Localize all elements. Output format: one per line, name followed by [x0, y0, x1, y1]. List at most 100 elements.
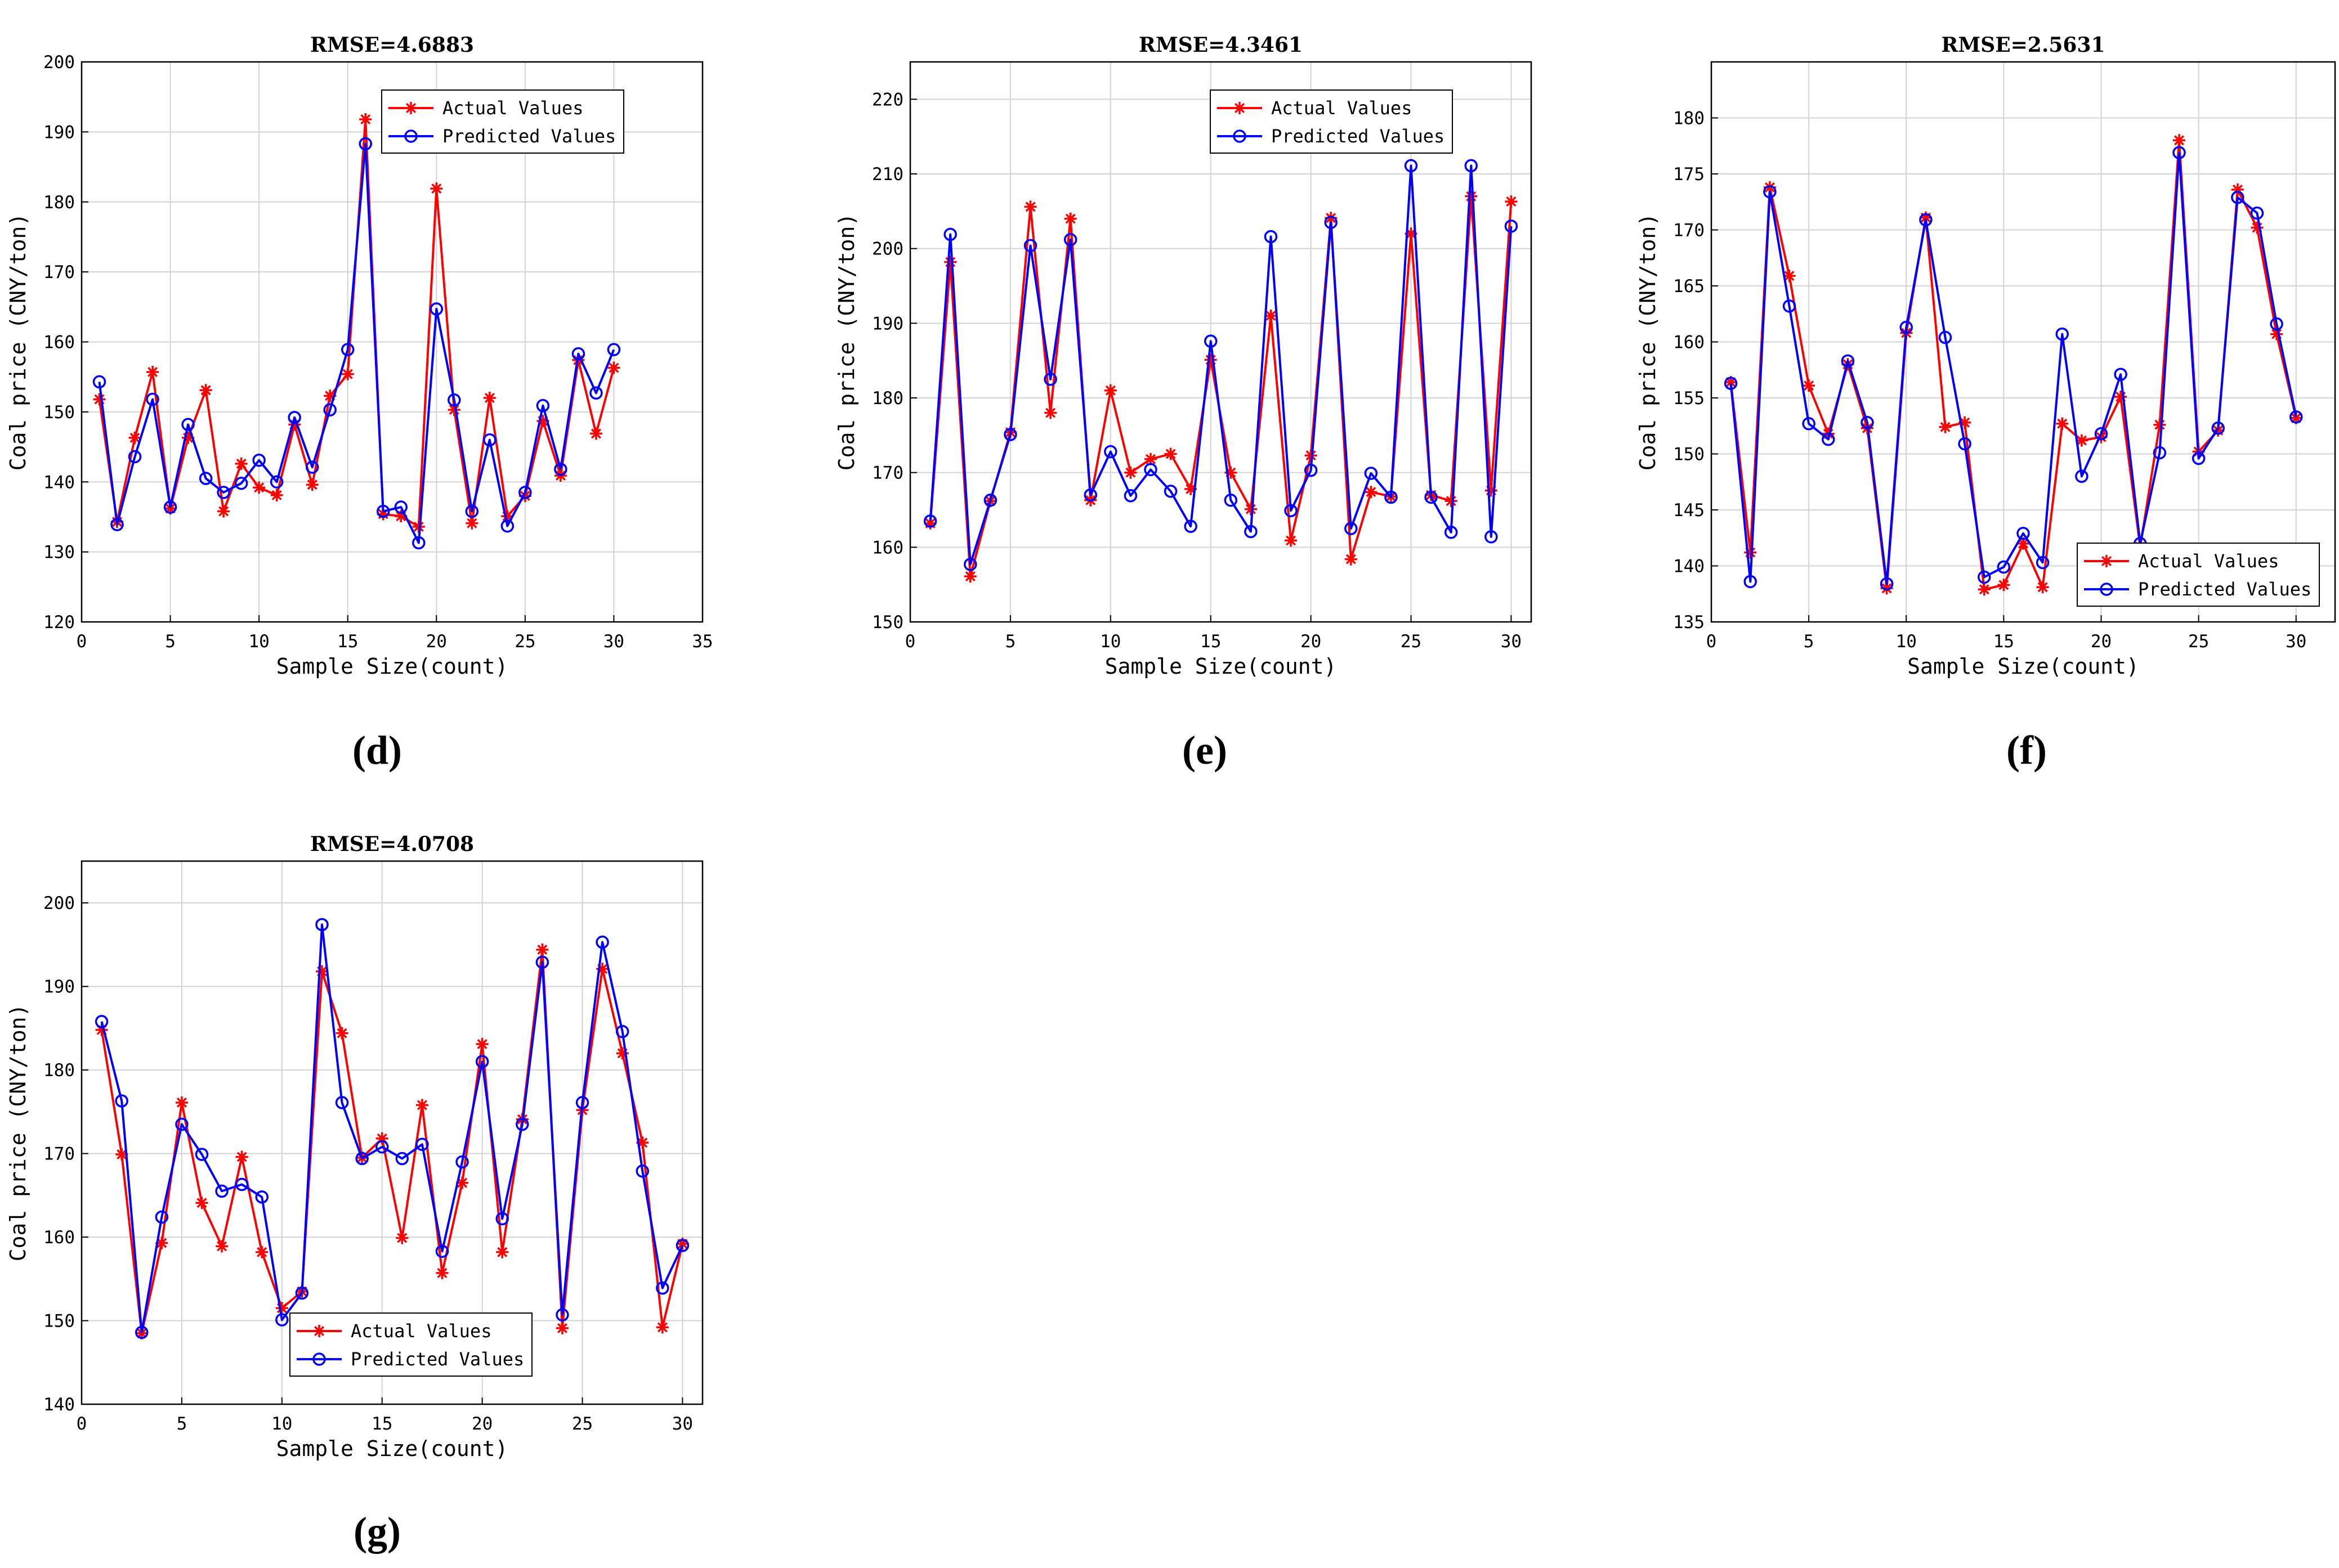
data-point	[359, 137, 372, 151]
chart-title: RMSE=4.3461	[1139, 33, 1303, 57]
data-point	[1404, 159, 1418, 173]
data-point	[2211, 421, 2225, 435]
data-point	[518, 486, 532, 499]
legend-box	[381, 89, 624, 154]
panel-caption: (d)	[352, 728, 402, 773]
data-point	[2289, 410, 2303, 424]
data-point	[253, 481, 266, 494]
data-point	[1464, 159, 1478, 173]
y-tick-label: 170	[1673, 221, 1705, 241]
data-point	[1144, 463, 1157, 477]
data-point	[95, 1015, 109, 1028]
data-point	[375, 1140, 389, 1154]
data-point	[1365, 486, 1378, 499]
x-axis-label: Sample Size(count)	[276, 1436, 508, 1461]
data-point	[377, 508, 390, 521]
y-tick-label: 145	[1673, 500, 1705, 521]
data-point	[412, 520, 425, 533]
data-point	[1064, 212, 1077, 225]
data-point	[182, 431, 195, 444]
data-point	[536, 415, 549, 427]
data-point	[1204, 334, 1218, 348]
data-point	[316, 965, 328, 978]
series-predicted	[923, 159, 1518, 571]
data-point	[1958, 416, 1971, 429]
data-point	[1384, 490, 1398, 504]
data-point	[2250, 206, 2264, 220]
data-point	[1084, 488, 1097, 502]
y-tick-label: 190	[872, 313, 904, 334]
data-point	[516, 1117, 529, 1131]
data-point	[456, 1176, 468, 1189]
y-tick-label: 140	[43, 1395, 75, 1415]
data-point	[336, 1027, 348, 1040]
x-tick-label: 25	[515, 631, 535, 652]
data-point	[1919, 211, 1932, 224]
data-point	[554, 463, 567, 476]
x-tick-label: 5	[165, 631, 176, 652]
data-point	[1444, 526, 1458, 539]
caption-paren: (	[2006, 728, 2020, 773]
data-point	[2289, 411, 2302, 424]
y-tick-label: 160	[872, 537, 904, 558]
data-point	[195, 1197, 208, 1209]
legend: Actual Values Predicted Values	[2077, 543, 2320, 607]
data-point	[1822, 432, 1835, 446]
data-point	[2231, 191, 2244, 204]
x-tick-label: 0	[1706, 631, 1717, 652]
data-point	[1861, 416, 1874, 429]
x-axis-label: Sample Size(count)	[1105, 654, 1337, 679]
data-point	[217, 486, 230, 499]
data-point	[455, 1155, 469, 1169]
legend-marker-circle	[1233, 129, 1246, 143]
y-tick-label: 150	[872, 612, 904, 633]
data-point	[2270, 317, 2283, 331]
axes-frame	[80, 860, 704, 1405]
panel-caption: (e)	[1182, 728, 1227, 773]
data-point	[155, 1237, 168, 1249]
data-point	[465, 504, 479, 518]
data-point	[1023, 239, 1037, 253]
data-point	[964, 570, 977, 583]
data-point	[375, 1132, 388, 1145]
chart-panel-e: 0 5 10 15 20 25 30 150 160 170 180 190 200 210 220 RMSE…	[834, 33, 1532, 679]
data-point	[181, 418, 195, 432]
data-point	[1264, 310, 1277, 322]
data-point	[963, 558, 977, 571]
data-point	[1184, 482, 1197, 495]
data-point	[1724, 377, 1738, 390]
series-line	[929, 164, 1513, 566]
y-tick-label: 150	[43, 1311, 75, 1332]
panel-caption: (f)	[2006, 728, 2047, 773]
legend-label: Actual Values	[442, 97, 583, 119]
data-point	[2036, 555, 2050, 570]
x-tick-label: 35	[692, 631, 713, 652]
data-point	[1044, 406, 1057, 419]
data-point	[199, 384, 212, 397]
x-tick-label: 30	[603, 631, 624, 652]
data-point	[571, 347, 585, 361]
data-point	[483, 392, 496, 404]
data-point	[1880, 577, 1894, 591]
x-tick-label: 15	[337, 631, 358, 652]
y-tick-label: 180	[43, 1060, 75, 1081]
data-point	[924, 517, 937, 530]
series-line	[98, 142, 615, 544]
data-point	[355, 1152, 369, 1166]
x-tick-label: 20	[472, 1414, 493, 1434]
data-point	[288, 418, 301, 431]
data-point	[195, 1148, 209, 1161]
data-point	[518, 490, 531, 503]
data-point	[95, 1023, 108, 1036]
data-point	[1484, 530, 1498, 544]
caption-paren: )	[1214, 728, 1227, 773]
data-point	[636, 1164, 650, 1178]
x-tick-label: 0	[77, 631, 87, 652]
y-tick-label: 190	[43, 977, 75, 997]
caption-letter: g	[367, 1509, 387, 1554]
legend-marker-circle	[404, 129, 418, 143]
x-tick-label: 25	[2188, 631, 2209, 652]
x-axis-label: Sample Size(count)	[276, 654, 508, 679]
data-point	[1304, 463, 1318, 477]
legend-label: Predicted Values	[351, 1349, 524, 1370]
